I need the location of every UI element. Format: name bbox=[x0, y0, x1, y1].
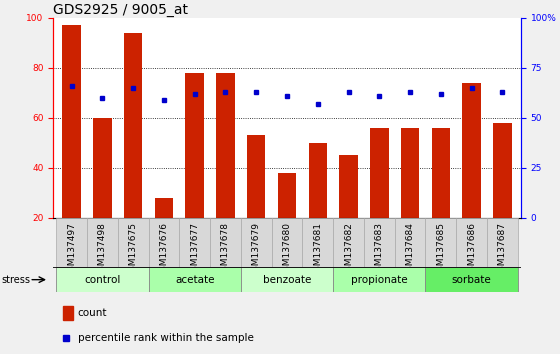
Bar bbox=[148, 218, 179, 267]
Bar bbox=[93, 118, 111, 218]
Bar bbox=[179, 218, 210, 267]
Bar bbox=[339, 155, 358, 218]
Text: percentile rank within the sample: percentile rank within the sample bbox=[77, 333, 253, 343]
Text: GSM137676: GSM137676 bbox=[160, 222, 169, 277]
Bar bbox=[185, 73, 204, 218]
Text: sorbate: sorbate bbox=[452, 275, 492, 285]
Bar bbox=[118, 218, 148, 267]
Bar bbox=[364, 218, 395, 267]
Bar bbox=[426, 218, 456, 267]
Bar bbox=[463, 83, 481, 218]
Bar bbox=[370, 128, 389, 218]
Bar bbox=[333, 267, 426, 292]
Text: GSM137684: GSM137684 bbox=[405, 222, 414, 276]
Bar bbox=[62, 25, 81, 218]
Text: propionate: propionate bbox=[351, 275, 408, 285]
Bar bbox=[309, 143, 327, 218]
Bar bbox=[272, 218, 302, 267]
Text: GSM137680: GSM137680 bbox=[282, 222, 292, 277]
Bar bbox=[302, 218, 333, 267]
Text: GSM137679: GSM137679 bbox=[252, 222, 261, 277]
Bar bbox=[278, 173, 296, 218]
Text: benzoate: benzoate bbox=[263, 275, 311, 285]
Bar bbox=[87, 218, 118, 267]
Bar bbox=[56, 267, 148, 292]
Text: GSM137678: GSM137678 bbox=[221, 222, 230, 277]
Text: acetate: acetate bbox=[175, 275, 214, 285]
Text: GDS2925 / 9005_at: GDS2925 / 9005_at bbox=[53, 3, 188, 17]
Text: GSM137686: GSM137686 bbox=[467, 222, 476, 277]
Bar bbox=[63, 306, 73, 320]
Text: count: count bbox=[77, 308, 107, 318]
Bar bbox=[216, 73, 235, 218]
Bar bbox=[487, 218, 518, 267]
Bar bbox=[426, 267, 518, 292]
Bar bbox=[148, 267, 241, 292]
Bar bbox=[124, 33, 142, 218]
Bar bbox=[333, 218, 364, 267]
Bar bbox=[241, 267, 333, 292]
Text: GSM137498: GSM137498 bbox=[98, 222, 107, 276]
Bar bbox=[401, 128, 419, 218]
Text: GSM137675: GSM137675 bbox=[129, 222, 138, 277]
Bar bbox=[456, 218, 487, 267]
Bar bbox=[56, 218, 87, 267]
Text: GSM137683: GSM137683 bbox=[375, 222, 384, 277]
Text: control: control bbox=[84, 275, 120, 285]
Bar bbox=[210, 218, 241, 267]
Bar bbox=[155, 198, 173, 218]
Bar bbox=[241, 218, 272, 267]
Text: GSM137677: GSM137677 bbox=[190, 222, 199, 277]
Text: GSM137685: GSM137685 bbox=[436, 222, 445, 277]
Text: GSM137497: GSM137497 bbox=[67, 222, 76, 276]
Bar bbox=[432, 128, 450, 218]
Text: GSM137687: GSM137687 bbox=[498, 222, 507, 277]
Bar bbox=[493, 123, 512, 218]
Text: GSM137681: GSM137681 bbox=[313, 222, 322, 277]
Bar bbox=[395, 218, 426, 267]
Bar bbox=[247, 135, 265, 218]
Text: GSM137682: GSM137682 bbox=[344, 222, 353, 276]
Text: stress: stress bbox=[1, 275, 30, 285]
